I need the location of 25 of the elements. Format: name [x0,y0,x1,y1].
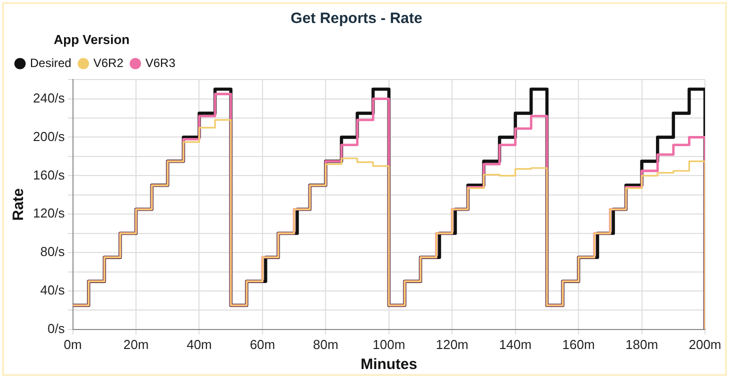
y-tick-label: 0/s [47,320,66,336]
x-tick-label: 20m [123,336,149,352]
x-tick-label: 40m [186,336,212,352]
legend-label: V6R3 [145,56,176,70]
x-tick-label: 100m [372,336,406,352]
legend-title: App Version [54,32,130,48]
x-tick-label: 180m [626,336,658,352]
legend-label: V6R2 [93,56,124,70]
x-tick-label: 200m [688,336,722,352]
y-tick-label: 160/s [32,167,66,182]
x-tick-label: 80m [313,336,338,352]
legend-label: Desired [30,56,72,70]
x-tick-label: 60m [250,336,276,352]
x-tick-label: 140m [499,336,532,352]
x-tick-label: 160m [562,336,595,352]
y-tick-label: 120/s [32,206,66,221]
x-tick-label: 120m [436,336,468,352]
chart-title: Get Reports - Rate [290,10,422,28]
y-tick-label: 240/s [32,90,66,106]
y-tick-label: 200/s [32,128,66,144]
y-tick-label: 40/s [40,282,66,298]
y-axis-title: Rate [10,188,28,221]
x-tick-label: 0m [64,336,82,352]
y-tick-label: 80/s [40,244,66,260]
x-axis-title: Minutes [360,356,418,374]
